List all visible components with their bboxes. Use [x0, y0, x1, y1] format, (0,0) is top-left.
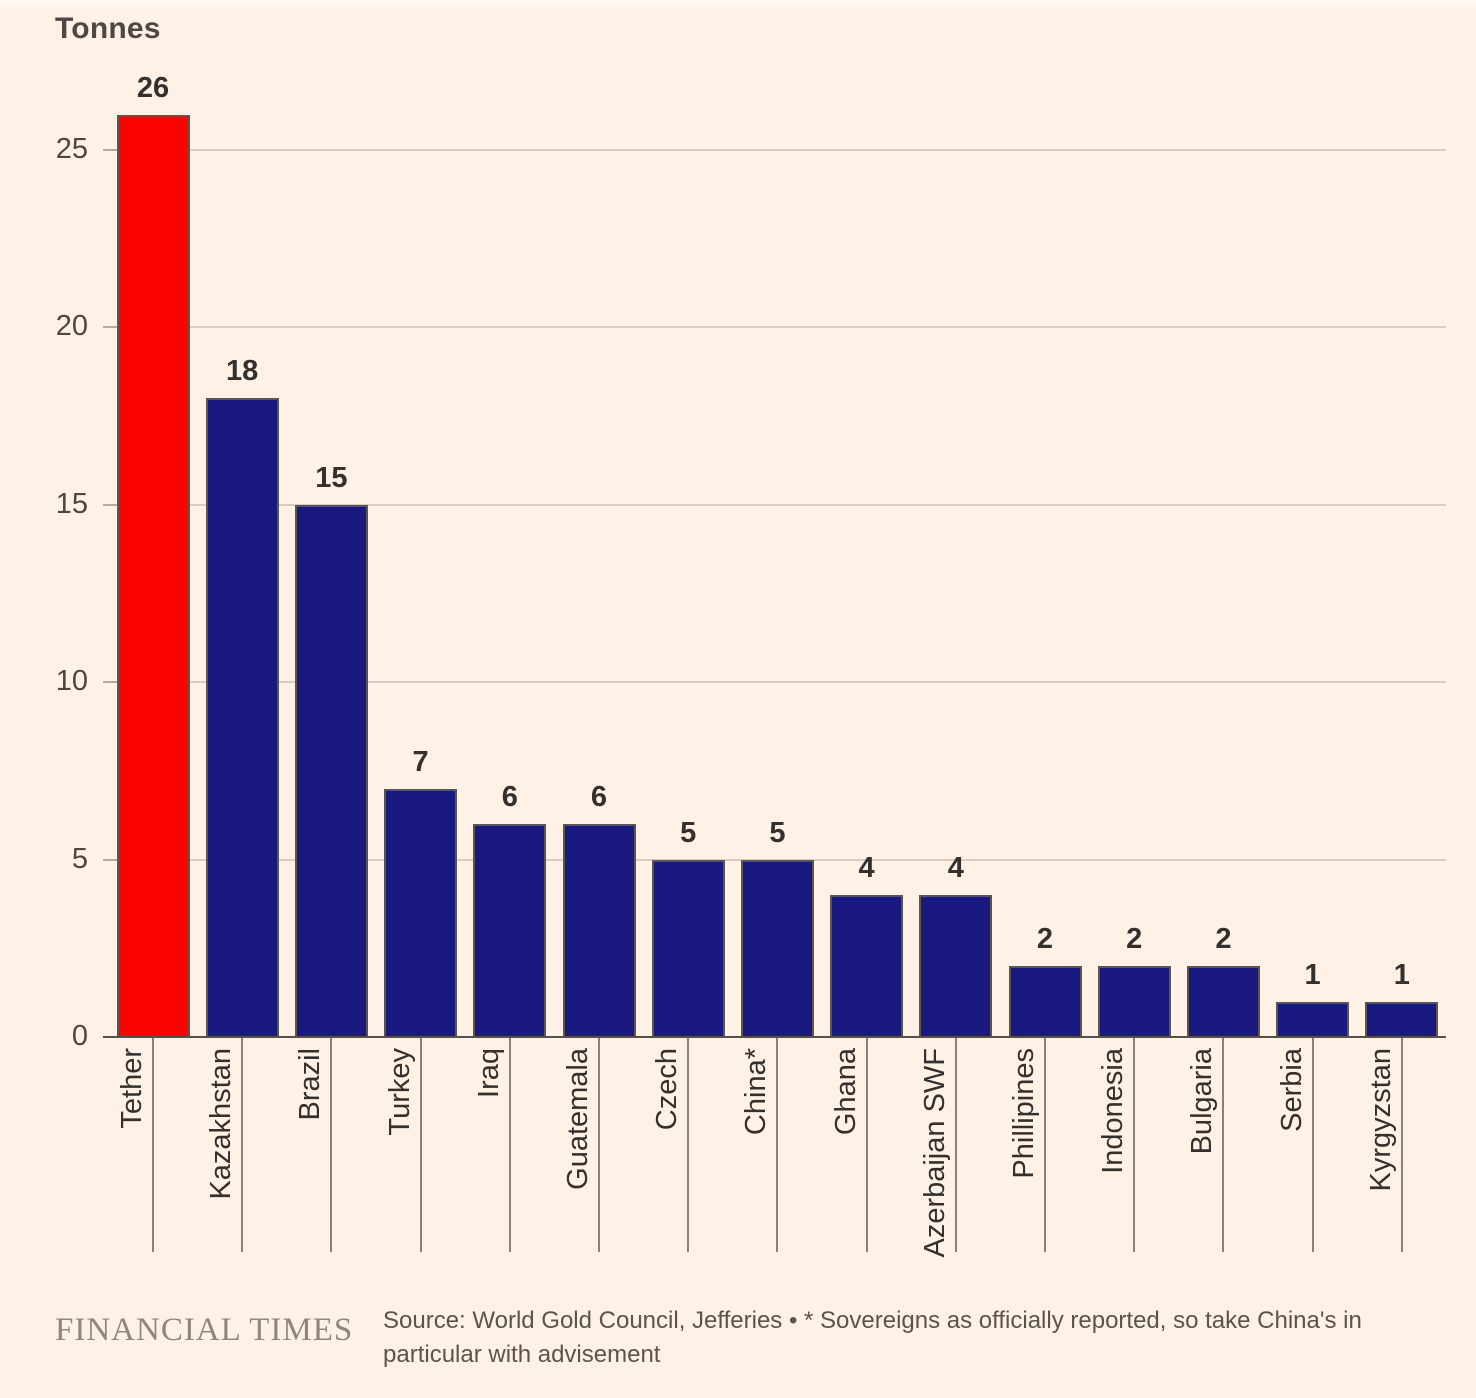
category-label: Serbia: [1275, 1048, 1308, 1132]
category-label: Bulgaria: [1186, 1048, 1219, 1155]
category-label: Indonesia: [1097, 1048, 1130, 1174]
category-tick: [776, 1038, 779, 1252]
source-note: Source: World Gold Council, Jefferies • …: [383, 1307, 1362, 1368]
bar: [206, 398, 279, 1037]
gridline: [117, 149, 1446, 151]
bar: [830, 895, 903, 1037]
category-label: Kazakhstan: [205, 1048, 238, 1200]
bar-value-label: 4: [858, 852, 875, 884]
category-label: Guatemala: [562, 1048, 594, 1190]
bar: [1187, 966, 1260, 1037]
bar-value-label: 7: [412, 746, 429, 778]
bar: [295, 505, 368, 1037]
category-label: Turkey: [383, 1048, 416, 1136]
bar: [563, 824, 636, 1037]
bar: [1365, 1002, 1438, 1037]
y-axis-tick: [103, 149, 117, 151]
bar-value-label: 15: [315, 462, 348, 494]
bar-value-label: 26: [136, 72, 170, 104]
bar-value-label: 6: [590, 781, 608, 813]
category-label: Czech: [651, 1048, 684, 1131]
category-tick: [865, 1038, 868, 1252]
category-label: Kyrgyzstan: [1364, 1048, 1397, 1192]
ft-logo: FINANCIAL TIMES: [55, 1312, 354, 1348]
bar: [1098, 966, 1171, 1037]
category-tick: [1133, 1038, 1136, 1252]
y-axis-tick-label: 10: [55, 665, 88, 698]
category-tick: [152, 1038, 154, 1252]
category-tick: [241, 1038, 244, 1252]
bar-value-label: 18: [226, 355, 259, 387]
category-label: Brazil: [294, 1048, 327, 1121]
category-tick: [330, 1038, 333, 1252]
category-label: China*: [740, 1048, 773, 1136]
category-tick: [598, 1038, 600, 1252]
gridline: [117, 503, 1446, 506]
bar: [741, 860, 814, 1037]
y-axis-tick-label: 0: [71, 1020, 88, 1052]
y-axis-tick-label: 15: [55, 487, 88, 520]
bar: [919, 895, 992, 1037]
y-axis-tick-label: 25: [55, 133, 88, 165]
y-axis-tick: [103, 503, 117, 506]
category-tick: [687, 1038, 690, 1252]
gridline: [117, 681, 1446, 684]
bar: [384, 789, 457, 1037]
y-axis-tick: [103, 681, 117, 684]
category-tick: [1044, 1038, 1046, 1252]
category-tick: [508, 1038, 511, 1252]
chart-title: Tonnes: [55, 12, 161, 45]
category-tick: [1222, 1038, 1225, 1252]
gridline: [117, 326, 1446, 329]
category-tick: [1311, 1038, 1314, 1252]
category-tick: [1400, 1038, 1403, 1252]
bar-value-label: 2: [1215, 923, 1232, 955]
y-axis-tick-label: 5: [71, 842, 88, 875]
bar-value-label: 5: [680, 817, 697, 849]
bar-value-label: 6: [501, 781, 518, 813]
category-label: Ghana: [829, 1048, 862, 1136]
bar-value-label: 2: [1126, 923, 1143, 955]
x-axis-baseline: [103, 1036, 1446, 1038]
y-axis-tick: [103, 326, 117, 329]
category-label: Iraq: [472, 1048, 505, 1098]
bar-value-label: 5: [769, 817, 786, 849]
bar: [1276, 1002, 1349, 1037]
gridline: [117, 858, 1446, 861]
category-tick: [954, 1038, 957, 1252]
category-tick: [419, 1038, 422, 1252]
category-label: Tether: [116, 1048, 148, 1129]
bar-value-label: 1: [1393, 959, 1410, 991]
y-axis-tick-label: 20: [55, 310, 88, 343]
bar-value-label: 2: [1036, 923, 1054, 955]
bar-value-label: 4: [947, 852, 964, 884]
bar: [473, 824, 546, 1037]
y-axis-tick: [103, 858, 117, 861]
bar-value-label: 1: [1304, 959, 1321, 991]
bar: [1009, 966, 1082, 1037]
category-label: Phillipines: [1008, 1048, 1040, 1179]
category-label: Azerbaijan SWF: [918, 1048, 951, 1258]
bar: [117, 115, 190, 1037]
bar: [652, 860, 725, 1037]
